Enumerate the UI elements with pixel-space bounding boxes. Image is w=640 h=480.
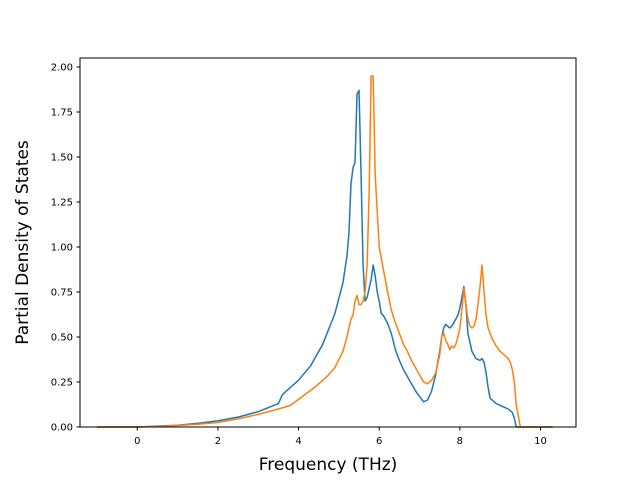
x-tick-label: 8 — [457, 436, 463, 447]
series-line-2 — [96, 75, 553, 428]
ticks-layer: 0 2 4 6 8 10 0.00 0.25 0.50 0.75 1.00 1.25 1.50 1.75 2… — [51, 63, 547, 448]
x-tick-label: 4 — [295, 436, 301, 447]
y-tick-label: 1.75 — [51, 108, 73, 119]
x-tick-label: 2 — [215, 436, 221, 447]
y-tick-label: 0.50 — [51, 333, 73, 344]
x-tick-label: 0 — [134, 436, 140, 447]
plot-area-frame — [79, 57, 577, 428]
y-tick-label: 1.25 — [51, 198, 73, 209]
y-tick-label: 1.50 — [51, 153, 73, 164]
y-axis-label: Partial Density of States — [13, 140, 33, 345]
x-tick-label: 6 — [376, 436, 382, 447]
series-layer — [96, 75, 553, 428]
series-line-1 — [96, 89, 553, 428]
x-axis-label: Frequency (THz) — [259, 455, 398, 475]
y-tick-label: 2.00 — [51, 63, 73, 74]
x-tick-label: 10 — [534, 436, 547, 447]
y-tick-label: 0.00 — [51, 423, 73, 434]
y-tick-label: 0.25 — [51, 378, 73, 389]
y-tick-label: 0.75 — [51, 288, 73, 299]
y-tick-label: 1.00 — [51, 243, 73, 254]
